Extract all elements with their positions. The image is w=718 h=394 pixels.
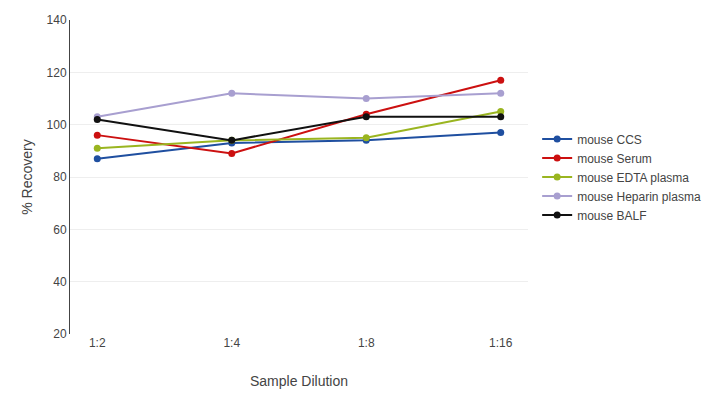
svg-text:60: 60 — [53, 223, 67, 237]
svg-text:mouse Serum: mouse Serum — [577, 152, 652, 166]
svg-text:100: 100 — [47, 118, 67, 132]
svg-text:mouse EDTA plasma: mouse EDTA plasma — [577, 171, 689, 185]
svg-text:120: 120 — [47, 66, 67, 80]
svg-text:20: 20 — [53, 327, 67, 341]
svg-text:Sample Dilution: Sample Dilution — [250, 373, 348, 389]
svg-text:mouse CCS: mouse CCS — [577, 133, 642, 147]
svg-text:mouse BALF: mouse BALF — [577, 209, 646, 223]
svg-text:1:16: 1:16 — [489, 336, 513, 350]
svg-text:40: 40 — [53, 275, 67, 289]
svg-text:mouse Heparin plasma: mouse Heparin plasma — [577, 190, 701, 204]
svg-text:1:2: 1:2 — [89, 336, 106, 350]
svg-text:1:4: 1:4 — [223, 336, 240, 350]
svg-text:80: 80 — [53, 170, 67, 184]
svg-text:% Recovery: % Recovery — [19, 139, 35, 214]
svg-text:1:8: 1:8 — [358, 336, 375, 350]
svg-text:140: 140 — [47, 13, 67, 27]
